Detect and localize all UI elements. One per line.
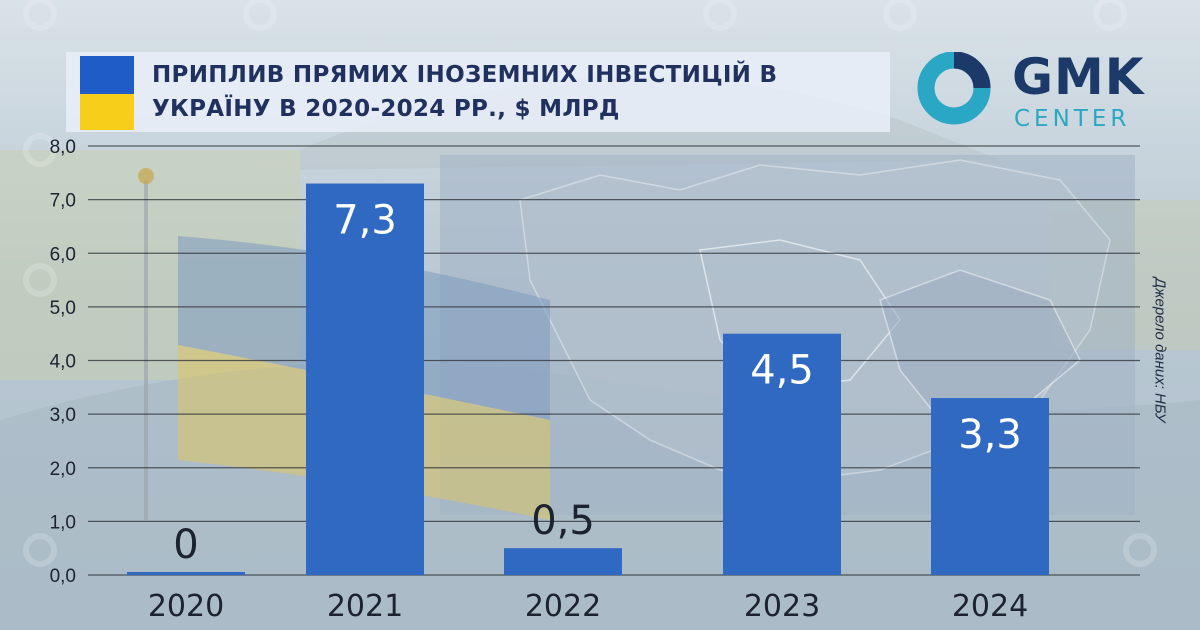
data-label: 0,5 — [531, 498, 595, 544]
bar — [723, 333, 841, 575]
y-tick-label: 6,0 — [50, 244, 76, 265]
x-tick-label: 2022 — [525, 589, 601, 624]
ukraine-flag-blue-stripe — [80, 56, 134, 94]
y-tick-label: 4,0 — [50, 352, 76, 373]
y-tick-label: 0,0 — [50, 566, 76, 587]
y-tick-label: 1,0 — [50, 512, 76, 533]
title-band — [66, 52, 890, 132]
x-tick-label: 2020 — [148, 589, 224, 624]
bar — [306, 183, 424, 575]
ukraine-flag-yellow-stripe — [80, 94, 134, 130]
y-tick-label: 2,0 — [50, 459, 76, 480]
data-label: 7,3 — [333, 198, 397, 244]
chart-title-line1: ПРИПЛИВ ПРЯМИХ ІНОЗЕМНИХ ІНВЕСТИЦІЙ В — [152, 62, 778, 88]
data-label: 3,3 — [958, 412, 1022, 458]
y-tick-label: 8,0 — [50, 137, 76, 158]
gmk-logo-icon — [917, 52, 991, 125]
bar — [127, 572, 245, 575]
chart-title: ПРИПЛИВ ПРЯМИХ ІНОЗЕМНИХ ІНВЕСТИЦІЙ В УК… — [152, 58, 872, 126]
y-tick-label: 3,0 — [50, 405, 76, 426]
bar — [504, 548, 622, 575]
y-tick-label: 7,0 — [50, 191, 76, 212]
data-label: 0 — [173, 522, 198, 568]
x-tick-label: 2021 — [327, 589, 403, 624]
data-label: 4,5 — [750, 348, 814, 394]
logo-subtitle: CENTER — [1014, 106, 1131, 132]
logo-name: GMK — [1012, 48, 1145, 106]
chart-title-line2: УКРАЇНУ В 2020-2024 РР., $ МЛРД — [152, 96, 620, 122]
y-tick-label: 5,0 — [50, 298, 76, 319]
x-tick-label: 2023 — [744, 589, 820, 624]
bar — [931, 398, 1049, 575]
x-tick-label: 2024 — [952, 589, 1028, 624]
